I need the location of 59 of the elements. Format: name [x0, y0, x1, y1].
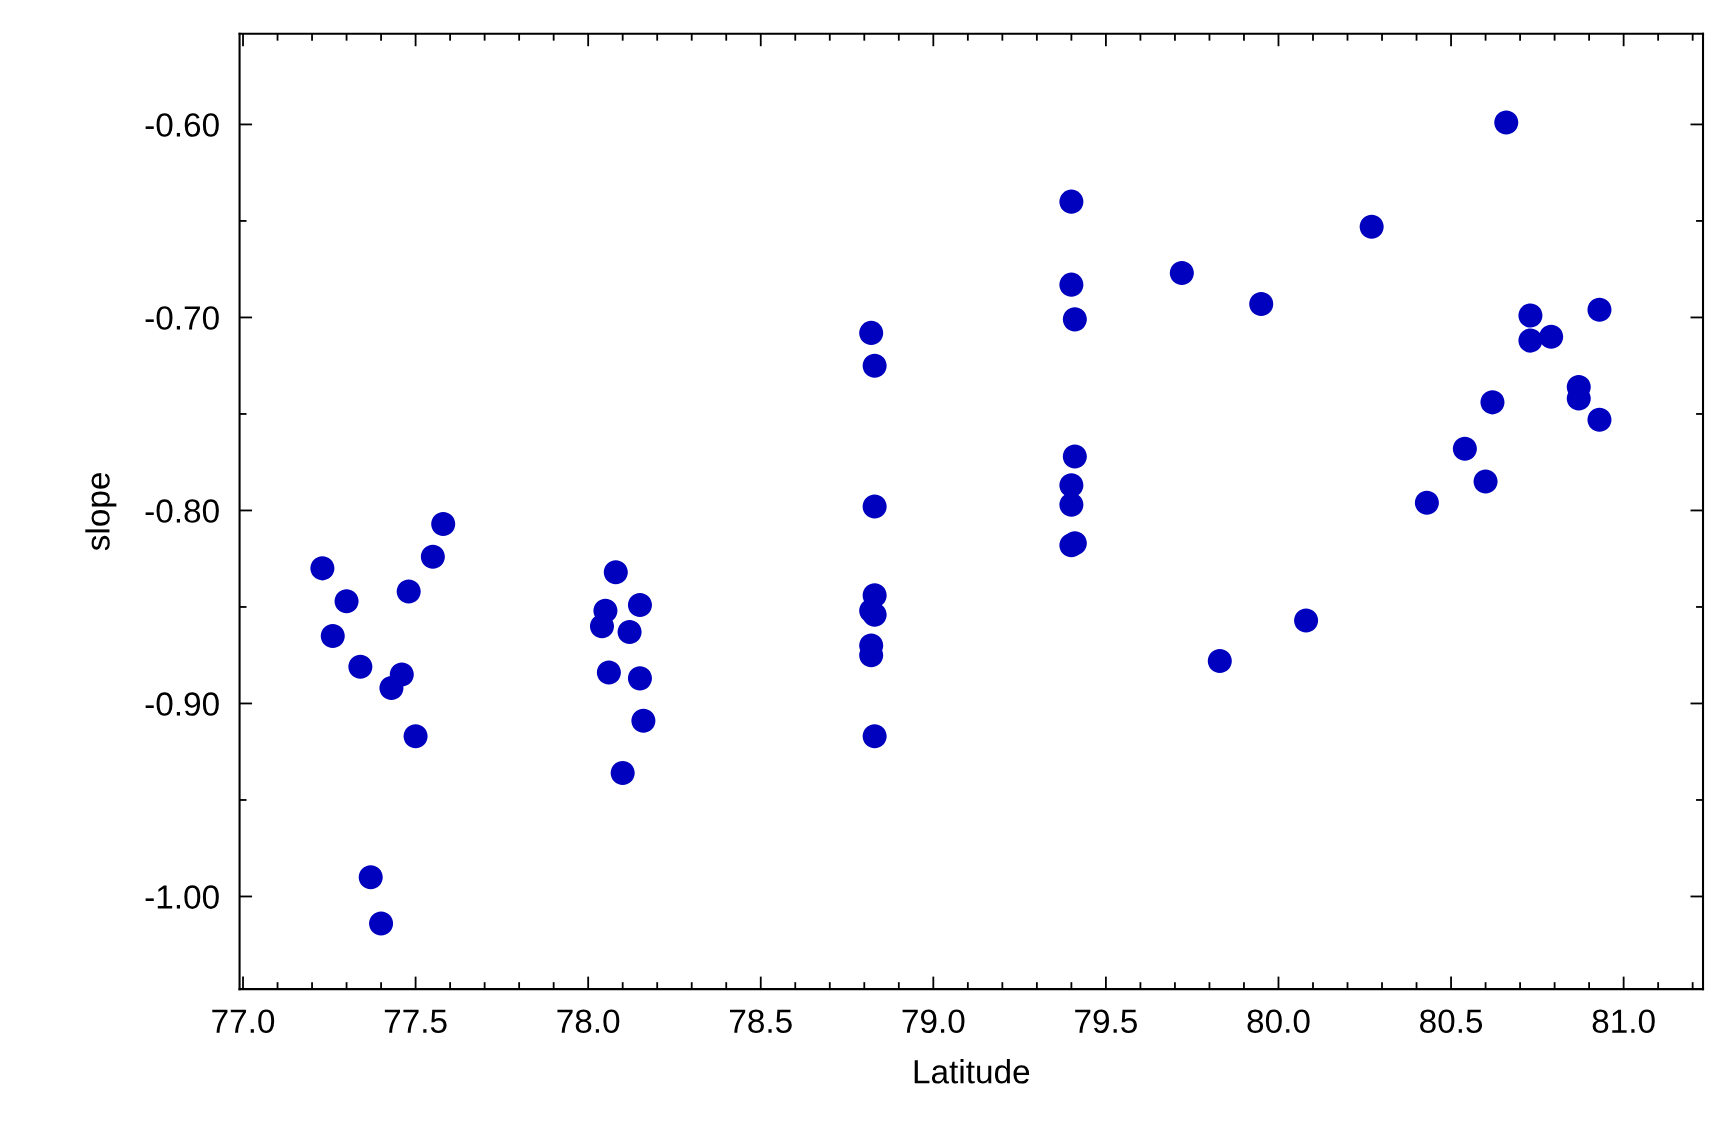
point: [389, 662, 414, 687]
x-tick-label: 80.0: [1247, 1009, 1310, 1034]
x-tick-label: 79.5: [1075, 1009, 1137, 1034]
point: [862, 724, 887, 749]
point: [1359, 214, 1384, 239]
y-tick-label: -0.80: [145, 499, 219, 523]
y-tick-label: -1.00: [145, 885, 219, 909]
point: [310, 556, 335, 581]
x-tick-label: 77.5: [384, 1009, 447, 1034]
x-tick-label: 79.0: [902, 1009, 965, 1034]
point: [403, 724, 428, 749]
y-tick-label: -0.60: [145, 113, 219, 137]
point: [596, 660, 621, 685]
point: [431, 511, 456, 536]
point: [320, 623, 345, 648]
point: [348, 654, 373, 679]
point: [862, 494, 887, 519]
point: [859, 320, 884, 345]
point: [1249, 291, 1274, 316]
point: [627, 666, 652, 691]
point: [603, 560, 628, 585]
point: [1587, 297, 1612, 322]
point: [627, 593, 652, 618]
point: [1539, 324, 1564, 349]
point: [1452, 436, 1477, 461]
point: [610, 760, 635, 785]
point: [1062, 307, 1087, 332]
point: [1518, 303, 1543, 328]
point: [1518, 328, 1543, 353]
point: [1059, 272, 1084, 297]
point: [369, 911, 394, 936]
point: [1414, 490, 1439, 515]
point: [396, 579, 421, 604]
point: [1294, 608, 1319, 633]
point: [420, 544, 445, 569]
x-tick-label: 80.5: [1420, 1009, 1483, 1034]
point: [617, 620, 642, 645]
point: [1480, 390, 1505, 415]
point: [862, 353, 887, 378]
point: [631, 708, 656, 733]
point: [1473, 469, 1498, 494]
x-tick-label: 78.0: [557, 1009, 620, 1034]
y-axis-title: slope: [85, 473, 117, 551]
point: [1169, 261, 1194, 286]
y-tick-label: -0.70: [145, 306, 219, 330]
point: [1062, 444, 1087, 469]
point: [1059, 492, 1084, 517]
point: [1587, 407, 1612, 432]
x-tick-label: 81.0: [1592, 1009, 1655, 1034]
point: [1207, 648, 1232, 674]
x-tick-label: 78.5: [730, 1009, 792, 1034]
point: [1059, 189, 1084, 214]
point: [358, 865, 383, 890]
point: [593, 598, 618, 623]
point: [334, 589, 359, 614]
point: [1494, 110, 1519, 135]
x-axis-title: Latitude: [914, 1059, 1030, 1084]
x-tick-label: 77.0: [212, 1009, 275, 1034]
y-tick-label: -0.90: [145, 692, 219, 716]
